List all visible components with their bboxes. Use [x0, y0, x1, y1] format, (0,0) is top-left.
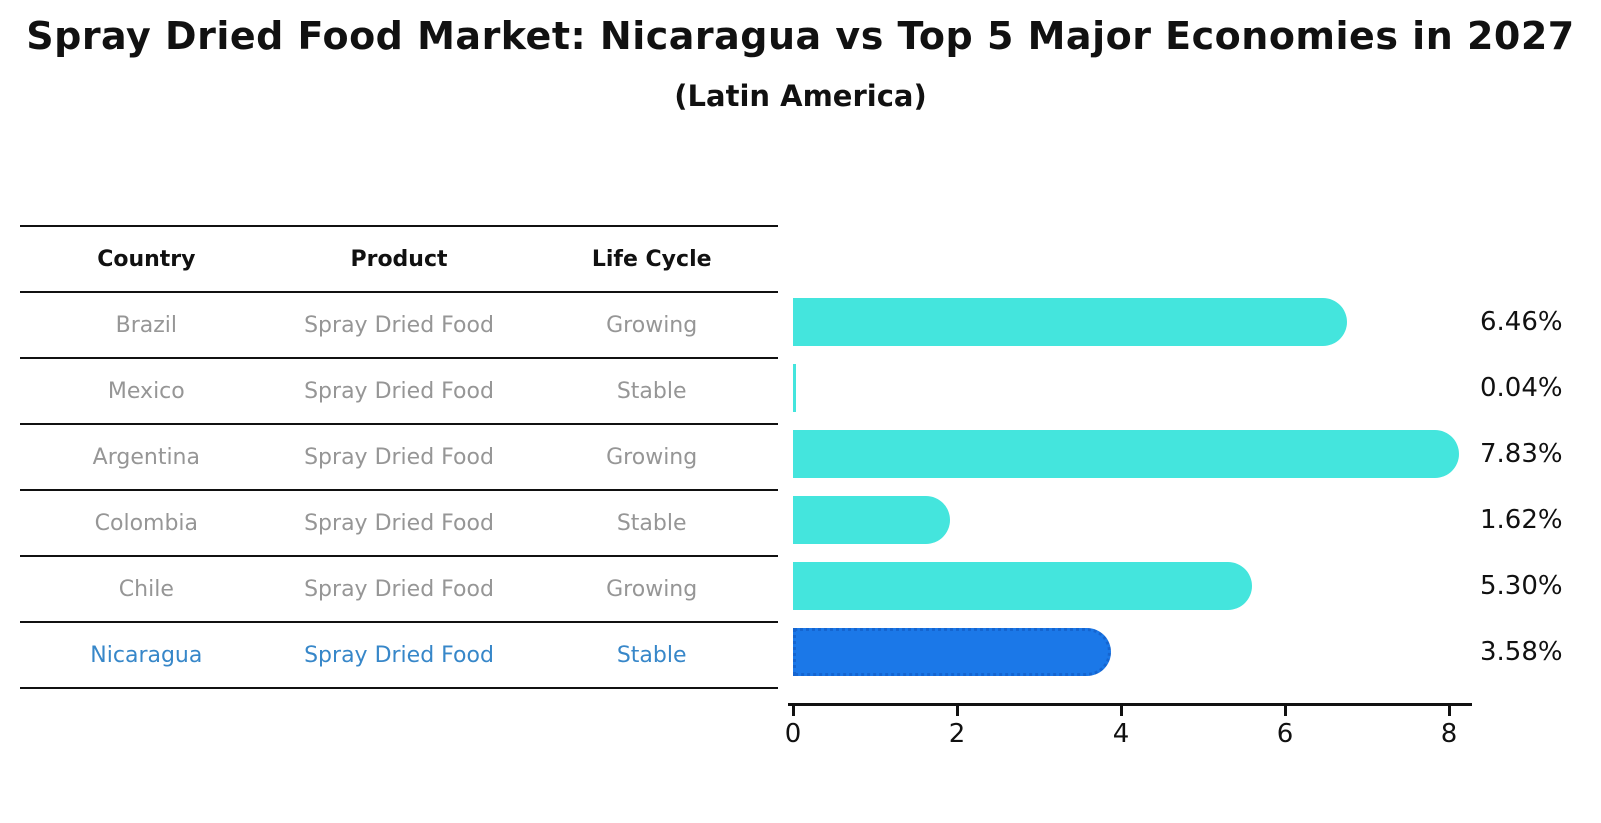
- table-row: Mexico Spray Dried Food Stable: [20, 359, 778, 425]
- bar: [793, 562, 1252, 610]
- bar-value-label: 5.30%: [1480, 571, 1563, 601]
- table-row: Brazil Spray Dried Food Growing: [20, 293, 778, 359]
- x-axis-tick-label: 2: [948, 719, 966, 749]
- bar: [793, 430, 1460, 478]
- bar-value-label: 0.04%: [1480, 373, 1563, 403]
- table-cell-country: Nicaragua: [90, 642, 203, 668]
- bar: [793, 298, 1347, 346]
- table-cell-product: Spray Dried Food: [304, 576, 494, 602]
- x-axis-tick: [1284, 706, 1287, 716]
- x-axis-tick-label: 8: [1440, 719, 1458, 749]
- table-cell-life-cycle: Stable: [616, 378, 687, 404]
- x-axis-tick: [792, 706, 795, 716]
- table-cell-country: Brazil: [115, 312, 178, 338]
- table-cell-product: Spray Dried Food: [304, 642, 494, 668]
- table-cell-life-cycle: Growing: [606, 312, 698, 338]
- table-cell-country: Mexico: [107, 378, 185, 404]
- table-cell-product: Spray Dried Food: [304, 444, 494, 470]
- bar-value-label: 1.62%: [1480, 505, 1563, 535]
- table-body: Brazil Spray Dried Food Growing Mexico Spray…: [20, 293, 778, 689]
- x-axis-tick: [1448, 706, 1451, 716]
- bar-value-label: 7.83%: [1480, 439, 1563, 469]
- x-axis-tick-label: 6: [1276, 719, 1294, 749]
- x-axis-tick-label: 4: [1112, 719, 1130, 749]
- table-row: Colombia Spray Dried Food Stable: [20, 491, 778, 557]
- table-cell-country: Colombia: [94, 510, 199, 536]
- table-cell-life-cycle: Stable: [616, 510, 687, 536]
- bar-highlight: [793, 628, 1111, 676]
- chart-title: Spray Dried Food Market: Nicaragua vs To…: [26, 14, 1575, 58]
- country-table: Country Product Life Cycle Brazil Spray D…: [20, 225, 778, 689]
- table-row: Nicaragua Spray Dried Food Stable: [20, 623, 778, 689]
- bar-value-label: 3.58%: [1480, 637, 1563, 667]
- table-header-country: Country: [97, 246, 196, 272]
- table-cell-country: Chile: [118, 576, 174, 602]
- x-axis-tick: [1120, 706, 1123, 716]
- chart-subtitle: (Latin America): [674, 79, 927, 113]
- bar: [793, 364, 796, 412]
- table-cell-life-cycle: Growing: [606, 576, 698, 602]
- table-header-product: Product: [350, 246, 448, 272]
- table-header-row: Country Product Life Cycle: [20, 227, 778, 293]
- x-axis-tick: [956, 706, 959, 716]
- table-cell-product: Spray Dried Food: [304, 312, 494, 338]
- table-cell-product: Spray Dried Food: [304, 378, 494, 404]
- table-row: Argentina Spray Dried Food Growing: [20, 425, 778, 491]
- table-cell-product: Spray Dried Food: [304, 510, 494, 536]
- table-row: Chile Spray Dried Food Growing: [20, 557, 778, 623]
- bar: [793, 496, 950, 544]
- bar-value-label: 6.46%: [1480, 307, 1563, 337]
- x-axis-tick-label: 0: [784, 719, 802, 749]
- table-header-life-cycle: Life Cycle: [591, 246, 712, 272]
- table-cell-country: Argentina: [92, 444, 200, 470]
- x-axis-line: [788, 703, 1472, 706]
- table-cell-life-cycle: Stable: [616, 642, 687, 668]
- table-cell-life-cycle: Growing: [606, 444, 698, 470]
